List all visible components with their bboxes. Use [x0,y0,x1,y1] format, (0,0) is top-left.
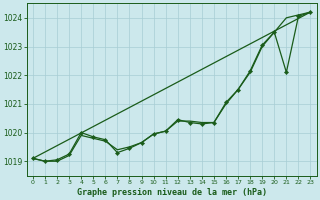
X-axis label: Graphe pression niveau de la mer (hPa): Graphe pression niveau de la mer (hPa) [77,188,267,197]
